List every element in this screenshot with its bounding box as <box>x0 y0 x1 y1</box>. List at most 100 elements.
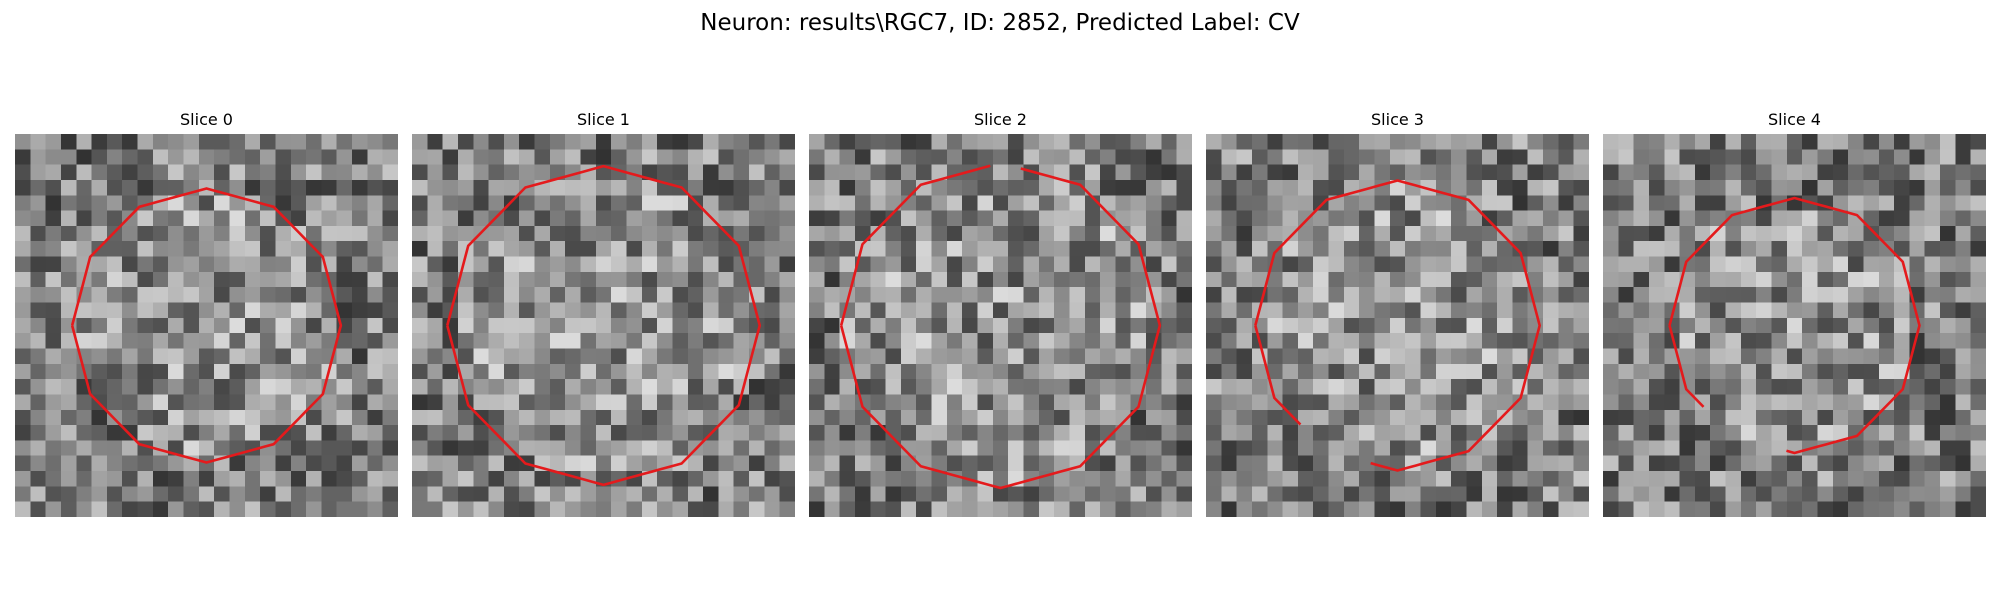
pixel-cell <box>749 149 765 165</box>
pixel-cell <box>626 271 643 288</box>
pixel-cell <box>1802 333 1818 349</box>
pixel-cell <box>1038 333 1055 349</box>
pixel-cell <box>931 179 948 196</box>
pixel-cell <box>1313 134 1329 150</box>
pixel-cell <box>580 425 597 441</box>
pixel-cell <box>549 363 566 380</box>
pixel-cell <box>703 225 719 242</box>
pixel-cell <box>1694 195 1711 211</box>
pixel-cell <box>412 317 428 334</box>
pixel-cell <box>1054 317 1070 334</box>
pixel-cell <box>1389 271 1406 288</box>
pixel-cell <box>1679 501 1696 517</box>
pixel-cell <box>900 394 917 411</box>
pixel-cell <box>457 225 474 242</box>
pixel-cell <box>809 486 825 502</box>
pixel-cell <box>1740 225 1757 242</box>
figure-title: Neuron: results\RGC7, ID: 2852, Predicte… <box>700 10 1300 36</box>
pixel-cell <box>1038 302 1055 319</box>
pixel-cell <box>60 195 77 211</box>
pixel-cell <box>503 210 520 227</box>
pixel-cell <box>1038 225 1055 242</box>
pixel-cell <box>1267 501 1283 517</box>
pixel-cell <box>60 287 77 303</box>
pixel-cell <box>1236 379 1253 395</box>
pixel-cell <box>1206 348 1222 365</box>
pixel-cell <box>91 471 108 487</box>
pixel-cell <box>45 302 62 319</box>
pixel-cell <box>641 317 658 334</box>
pixel-cell <box>1497 363 1513 380</box>
pixel-cell <box>870 256 886 273</box>
pixel-cell <box>824 271 840 288</box>
pixel-cell <box>839 195 856 211</box>
pixel-cell <box>1130 225 1147 242</box>
pixel-cell <box>1710 195 1726 211</box>
pixel-cell <box>626 440 643 457</box>
pixel-cell <box>1130 302 1147 319</box>
pixel-cell <box>198 348 215 365</box>
pixel-cell <box>1558 425 1574 441</box>
pixel-cell <box>611 225 627 242</box>
pixel-cell <box>1786 241 1803 257</box>
pixel-cell <box>352 134 368 150</box>
pixel-cell <box>306 271 322 288</box>
pixel-cell <box>15 348 31 365</box>
pixel-cell <box>1374 225 1391 242</box>
pixel-cell <box>1389 210 1406 227</box>
pixel-cell <box>1679 302 1696 319</box>
pixel-cell <box>687 455 704 472</box>
pixel-cell <box>488 317 505 334</box>
pixel-cell <box>1694 317 1711 334</box>
pixel-cell <box>503 379 520 395</box>
pixel-cell <box>1435 471 1452 487</box>
pixel-cell <box>870 225 886 242</box>
pixel-cell <box>1176 486 1192 502</box>
pixel-cell <box>1130 149 1147 165</box>
pixel-cell <box>1497 164 1513 181</box>
pixel-cell <box>1130 179 1147 196</box>
pixel-cell <box>336 379 353 395</box>
pixel-cell <box>870 501 886 517</box>
pixel-cell <box>641 271 658 288</box>
pixel-cell <box>1313 363 1329 380</box>
pixel-cell <box>1451 501 1467 517</box>
pixel-cell <box>718 486 735 502</box>
pixel-cell <box>15 134 31 150</box>
pixel-cell <box>488 164 505 181</box>
pixel-cell <box>779 149 795 165</box>
pixel-cell <box>214 333 230 349</box>
pixel-cell <box>626 394 643 411</box>
pixel-cell <box>839 379 856 395</box>
pixel-cell <box>1221 210 1237 227</box>
pixel-cell <box>931 455 948 472</box>
pixel-cell <box>1633 256 1650 273</box>
pixel-cell <box>1084 333 1101 349</box>
pixel-cell <box>122 317 138 334</box>
pixel-cell <box>1802 241 1818 257</box>
pixel-cell <box>1481 333 1498 349</box>
pixel-cell <box>718 210 735 227</box>
pixel-cell <box>1848 455 1864 472</box>
pixel-cell <box>1084 501 1101 517</box>
pixel-cell <box>1512 394 1529 411</box>
pixel-cell <box>1130 333 1147 349</box>
pixel-cell <box>1725 409 1742 426</box>
pixel-cell <box>1251 501 1268 517</box>
pixel-cell <box>244 210 261 227</box>
pixel-cell <box>1679 409 1696 426</box>
pixel-cell <box>244 256 261 273</box>
pixel-cell <box>473 394 489 411</box>
pixel-cell <box>122 363 138 380</box>
pixel-cell <box>1832 394 1849 411</box>
pixel-cell <box>565 455 581 472</box>
pixel-cell <box>580 287 597 303</box>
pixel-cell <box>1740 317 1757 334</box>
pixel-cell <box>839 440 856 457</box>
pixel-cell <box>427 394 443 411</box>
pixel-cell <box>1328 317 1345 334</box>
pixel-cell <box>321 425 338 441</box>
pixel-cell <box>168 225 184 242</box>
pixel-cell <box>1374 210 1391 227</box>
pixel-cell <box>854 179 871 196</box>
